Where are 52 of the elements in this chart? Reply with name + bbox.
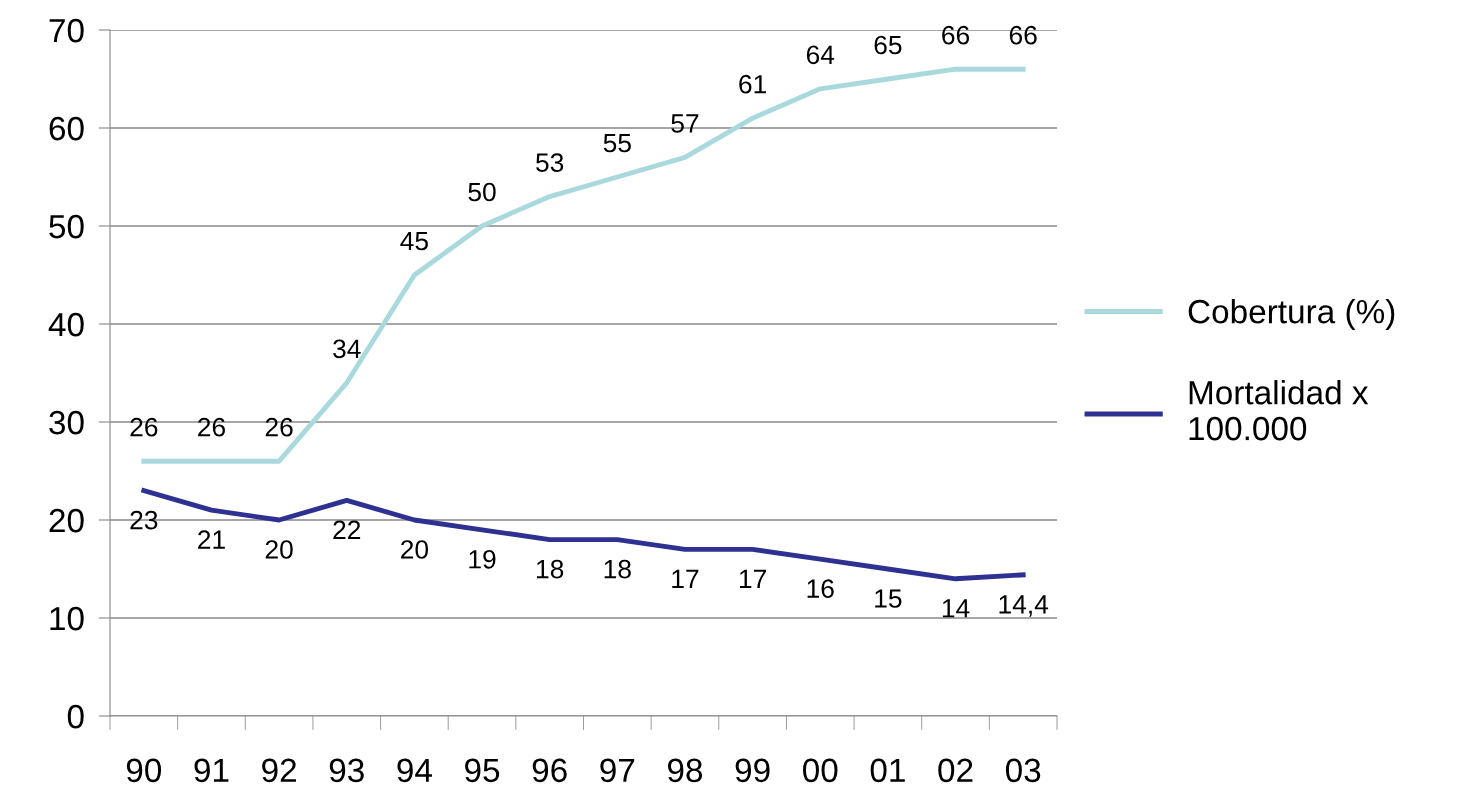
data-label: 66 [1009,25,1037,45]
data-label: 26 [198,417,225,437]
data-label: 16 [807,579,834,599]
data-label: 57 [671,114,699,133]
x-tick-label: 00 [803,758,838,783]
y-tick-label: 20 [49,508,84,533]
data-label: 20 [401,540,429,559]
data-label: 22 [333,520,361,539]
data-label: 64 [806,45,835,65]
y-tick-label: 60 [49,116,84,141]
x-tick-label: 90 [126,758,162,783]
data-label: 18 [537,559,564,579]
data-label: 17 [739,569,766,588]
x-tick-label: 99 [735,758,770,783]
data-label: 17 [672,569,699,588]
x-tick-label: 92 [262,758,296,783]
data-label: 15 [875,589,902,608]
y-tick-label: 30 [49,410,84,435]
data-label: 45 [400,231,428,251]
data-label: 55 [603,133,631,153]
y-tick-label: 40 [48,312,84,337]
x-tick-label: 91 [194,758,229,783]
x-tick-label: 94 [397,758,432,783]
x-tick-label: 95 [465,758,500,783]
x-tick-label: 01 [870,758,905,783]
data-label: 20 [265,540,293,559]
data-label: 50 [468,182,496,202]
data-label: 14 [942,599,970,618]
x-tick-label: 93 [329,758,364,783]
data-label: 26 [130,417,158,437]
data-label: 53 [536,153,564,172]
x-tick-label: 97 [600,758,635,783]
x-tick-label: 02 [938,758,973,783]
data-label: 21 [198,530,225,549]
data-label: 34 [333,339,361,359]
y-tick-label: 50 [49,214,84,239]
data-label: 23 [130,510,158,530]
data-label: 14,4 [999,595,1049,617]
data-label: 65 [874,35,902,55]
y-tick-label: 0 [67,704,84,729]
data-label: 18 [604,559,631,579]
y-tick-label: 10 [50,606,84,631]
data-label: 66 [942,25,970,45]
data-label: 61 [739,74,766,94]
data-label: 19 [469,549,496,569]
x-tick-label: 98 [667,758,703,783]
legend-label: Mortalidad x 100.000 [1189,380,1369,441]
y-tick-label: 70 [49,18,84,43]
x-tick-label: 03 [1005,758,1041,783]
data-label: 26 [265,417,293,437]
x-tick-label: 96 [532,758,567,783]
legend-label: Cobertura (%) [1188,298,1395,331]
